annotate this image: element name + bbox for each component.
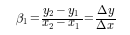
Text: $\beta_1 = \dfrac{y_2 - y_1}{x_2 - x_1} = \dfrac{\Delta y}{\Delta x}$: $\beta_1 = \dfrac{y_2 - y_1}{x_2 - x_1} … — [15, 3, 115, 32]
